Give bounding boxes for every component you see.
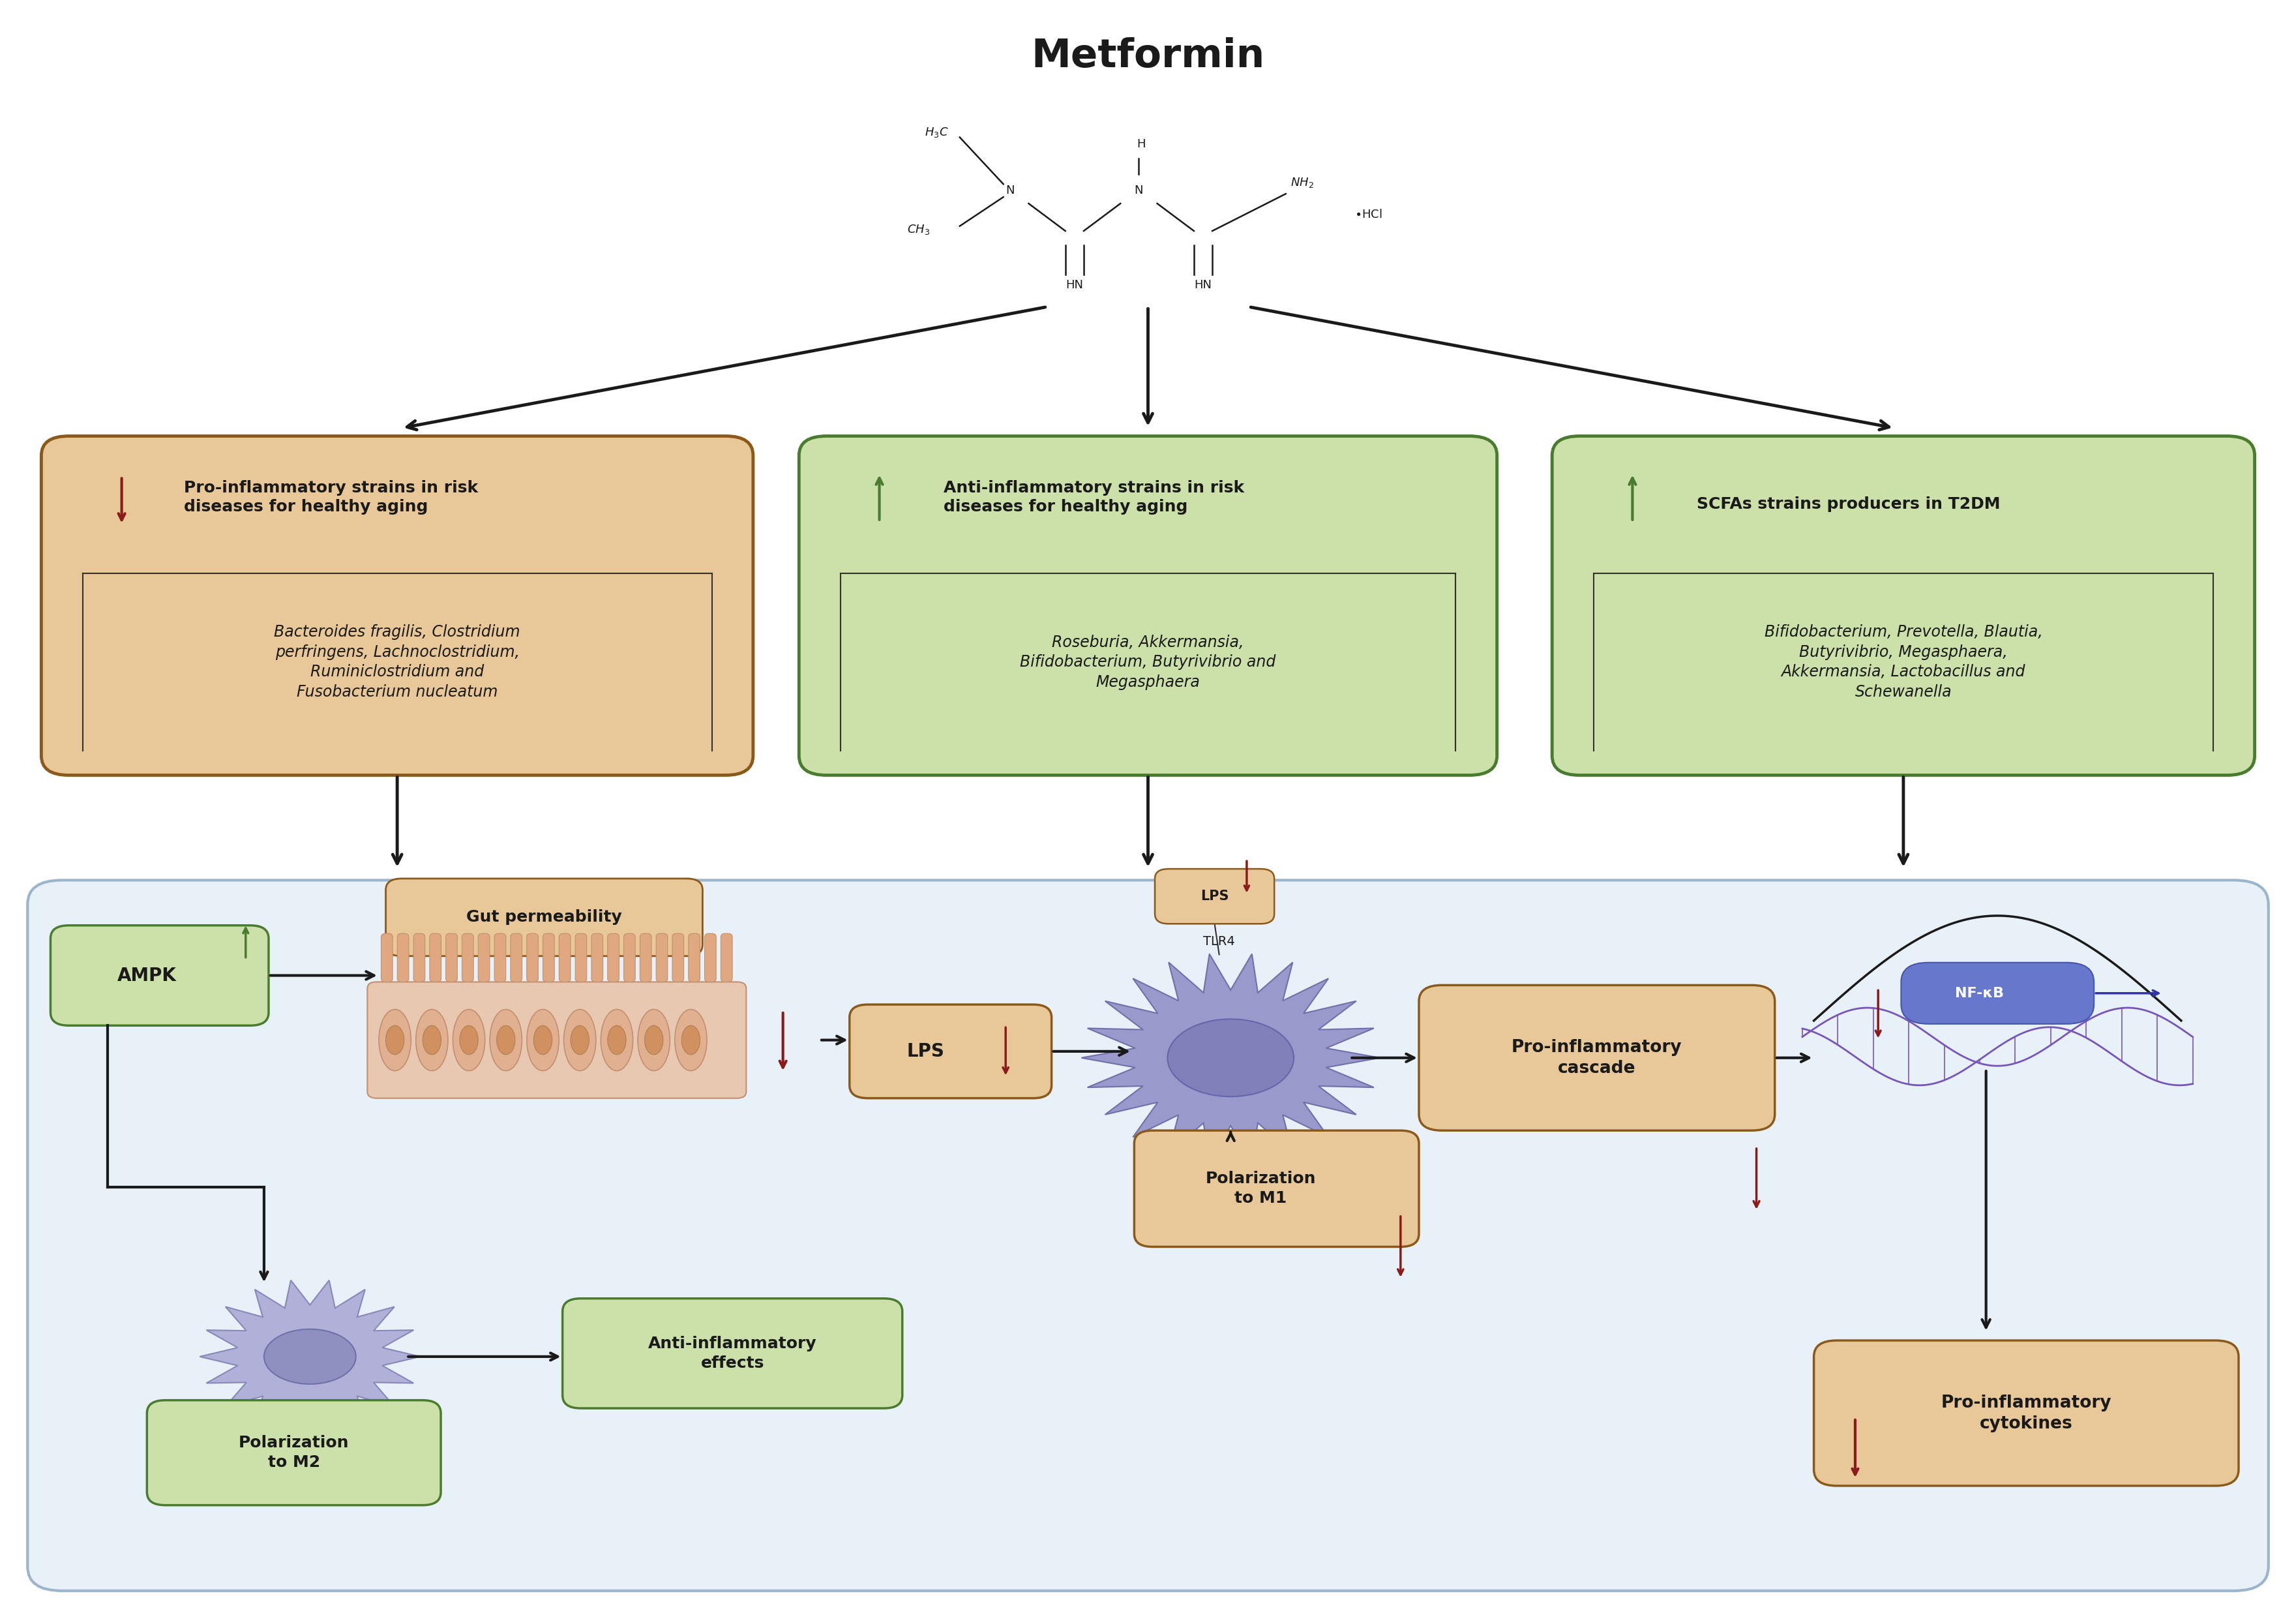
Ellipse shape xyxy=(565,1009,597,1071)
FancyBboxPatch shape xyxy=(673,933,684,982)
FancyBboxPatch shape xyxy=(461,933,473,982)
Ellipse shape xyxy=(1166,1019,1295,1097)
FancyBboxPatch shape xyxy=(721,933,732,982)
Ellipse shape xyxy=(526,1009,558,1071)
Text: SCFAs strains producers in T2DM: SCFAs strains producers in T2DM xyxy=(1697,496,2000,512)
FancyBboxPatch shape xyxy=(510,933,521,982)
Ellipse shape xyxy=(386,1026,404,1055)
FancyBboxPatch shape xyxy=(558,933,569,982)
FancyBboxPatch shape xyxy=(41,436,753,775)
Text: $NH_2$: $NH_2$ xyxy=(1290,176,1313,189)
Ellipse shape xyxy=(682,1026,700,1055)
FancyBboxPatch shape xyxy=(592,933,604,982)
FancyBboxPatch shape xyxy=(542,933,553,982)
Text: LPS: LPS xyxy=(907,1042,944,1061)
Text: Bifidobacterium, Prevotella, Blautia,
Butyrivibrio, Megasphaera,
Akkermansia, La: Bifidobacterium, Prevotella, Blautia, Bu… xyxy=(1763,625,2043,699)
FancyBboxPatch shape xyxy=(625,933,636,982)
Ellipse shape xyxy=(645,1026,664,1055)
FancyBboxPatch shape xyxy=(147,1400,441,1505)
Ellipse shape xyxy=(459,1026,478,1055)
FancyBboxPatch shape xyxy=(689,933,700,982)
FancyBboxPatch shape xyxy=(478,933,489,982)
FancyBboxPatch shape xyxy=(429,933,441,982)
Text: HN: HN xyxy=(1065,279,1084,291)
FancyBboxPatch shape xyxy=(445,933,457,982)
Text: Bacteroides fragilis, Clostridium
perfringens, Lachnoclostridium,
Ruminiclostrid: Bacteroides fragilis, Clostridium perfri… xyxy=(273,625,521,699)
FancyBboxPatch shape xyxy=(641,933,652,982)
FancyBboxPatch shape xyxy=(28,880,2268,1591)
Text: Gut permeability: Gut permeability xyxy=(466,909,622,925)
FancyBboxPatch shape xyxy=(1134,1130,1419,1247)
Text: Anti-inflammatory
effects: Anti-inflammatory effects xyxy=(647,1336,817,1371)
Polygon shape xyxy=(1081,954,1380,1161)
Text: N: N xyxy=(1134,184,1143,197)
FancyBboxPatch shape xyxy=(576,933,588,982)
Ellipse shape xyxy=(675,1009,707,1071)
Text: N: N xyxy=(1006,184,1015,197)
FancyBboxPatch shape xyxy=(1552,436,2255,775)
Text: Polarization
to M1: Polarization to M1 xyxy=(1205,1171,1316,1206)
FancyBboxPatch shape xyxy=(563,1298,902,1408)
FancyBboxPatch shape xyxy=(705,933,716,982)
FancyBboxPatch shape xyxy=(657,933,668,982)
Text: Pro-inflammatory
cascade: Pro-inflammatory cascade xyxy=(1511,1038,1683,1077)
Ellipse shape xyxy=(452,1009,484,1071)
FancyBboxPatch shape xyxy=(608,933,620,982)
Ellipse shape xyxy=(602,1009,634,1071)
Text: Metformin: Metformin xyxy=(1031,37,1265,76)
Ellipse shape xyxy=(572,1026,590,1055)
Polygon shape xyxy=(200,1281,420,1433)
Text: LPS: LPS xyxy=(1201,890,1228,903)
Text: Pro-inflammatory
cytokines: Pro-inflammatory cytokines xyxy=(1940,1394,2112,1433)
Ellipse shape xyxy=(533,1026,551,1055)
Ellipse shape xyxy=(489,1009,521,1071)
FancyBboxPatch shape xyxy=(1814,1340,2239,1486)
Ellipse shape xyxy=(422,1026,441,1055)
FancyBboxPatch shape xyxy=(413,933,425,982)
Text: $H_3C$: $H_3C$ xyxy=(925,126,948,139)
FancyBboxPatch shape xyxy=(51,925,269,1026)
FancyBboxPatch shape xyxy=(397,933,409,982)
Text: H: H xyxy=(1137,139,1146,150)
FancyBboxPatch shape xyxy=(381,933,393,982)
Text: TLR4: TLR4 xyxy=(1203,935,1235,948)
Text: Pro-inflammatory strains in risk
diseases for healthy aging: Pro-inflammatory strains in risk disease… xyxy=(184,480,478,515)
FancyBboxPatch shape xyxy=(850,1005,1052,1098)
FancyBboxPatch shape xyxy=(1901,963,2094,1024)
Text: Roseburia, Akkermansia,
Bifidobacterium, Butyrivibrio and
Megasphaera: Roseburia, Akkermansia, Bifidobacterium,… xyxy=(1019,635,1277,690)
Text: $CH_3$: $CH_3$ xyxy=(907,223,930,236)
FancyBboxPatch shape xyxy=(386,879,703,956)
FancyBboxPatch shape xyxy=(1419,985,1775,1130)
Text: $\bullet$HCl: $\bullet$HCl xyxy=(1355,208,1382,221)
Text: HN: HN xyxy=(1194,279,1212,291)
Text: NF-κB: NF-κB xyxy=(1954,987,2004,1000)
Ellipse shape xyxy=(416,1009,448,1071)
Ellipse shape xyxy=(496,1026,514,1055)
Ellipse shape xyxy=(264,1329,356,1384)
Ellipse shape xyxy=(379,1009,411,1071)
Text: AMPK: AMPK xyxy=(117,966,177,985)
FancyBboxPatch shape xyxy=(494,933,505,982)
FancyBboxPatch shape xyxy=(367,982,746,1098)
FancyBboxPatch shape xyxy=(1155,869,1274,924)
Ellipse shape xyxy=(638,1009,670,1071)
Text: Anti-inflammatory strains in risk
diseases for healthy aging: Anti-inflammatory strains in risk diseas… xyxy=(944,480,1244,515)
Text: Polarization
to M2: Polarization to M2 xyxy=(239,1436,349,1470)
Ellipse shape xyxy=(608,1026,627,1055)
FancyBboxPatch shape xyxy=(799,436,1497,775)
FancyBboxPatch shape xyxy=(526,933,537,982)
